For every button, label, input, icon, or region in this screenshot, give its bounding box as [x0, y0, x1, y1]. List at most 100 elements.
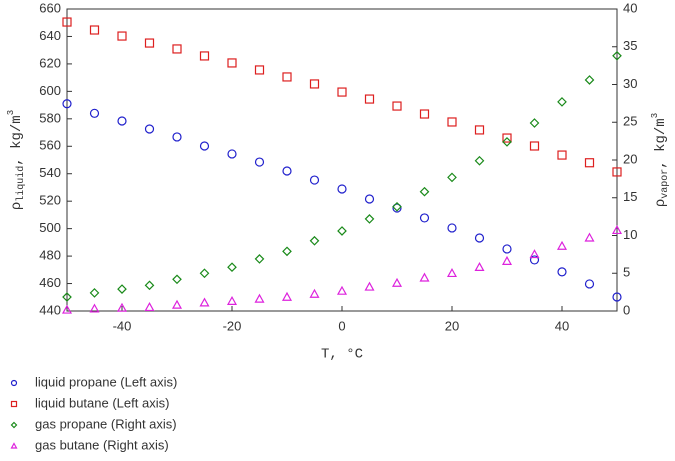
- point: [282, 166, 292, 176]
- point: [281, 291, 293, 301]
- y-tick-label: 660: [39, 0, 61, 15]
- y-tick-label: 460: [39, 275, 61, 290]
- y2-label-unit: , kg/m: [653, 118, 669, 168]
- point: [226, 295, 238, 305]
- point: [337, 87, 347, 97]
- y-tick-label: 580: [39, 110, 61, 125]
- legend-label: liquid propane (Left axis): [35, 374, 177, 389]
- point: [557, 150, 567, 160]
- point: [254, 65, 265, 75]
- legend-label: liquid butane (Left axis): [35, 395, 169, 410]
- point: [61, 304, 73, 314]
- point: [612, 292, 622, 302]
- point: [419, 272, 430, 282]
- y2-tick-label: 15: [623, 189, 637, 204]
- y2-tick-label: 5: [623, 265, 630, 280]
- point: [474, 125, 485, 135]
- point: [282, 246, 292, 257]
- point: [392, 101, 402, 111]
- point: [116, 302, 128, 312]
- x-axis-label: T, °C: [321, 347, 363, 363]
- point: [309, 175, 320, 185]
- point: [364, 194, 375, 204]
- legend-label: gas propane (Right axis): [35, 416, 177, 431]
- y2-label-power: 3: [650, 113, 660, 118]
- x-tick-label: 20: [445, 318, 459, 333]
- point: [584, 158, 595, 168]
- point: [557, 267, 567, 277]
- point: [172, 274, 182, 285]
- point: [89, 108, 100, 118]
- point: [172, 132, 182, 142]
- point: [502, 137, 512, 147]
- point: [337, 184, 347, 194]
- point: [309, 79, 320, 89]
- x-tick-label: 0: [338, 318, 345, 333]
- point: [364, 281, 375, 291]
- y-label-symbol: ρ: [9, 202, 25, 210]
- point: [364, 94, 375, 104]
- plot-frame: [66, 8, 618, 312]
- point: [529, 255, 540, 265]
- y-label-power: 3: [6, 110, 16, 115]
- y-axis-label: ρliquid, kg/m3: [6, 110, 26, 210]
- point: [557, 97, 567, 107]
- point: [117, 116, 127, 126]
- point: [529, 141, 540, 151]
- x-tick-label: -20: [223, 318, 242, 333]
- point: [117, 284, 127, 294]
- point: [502, 133, 512, 143]
- point: [199, 268, 210, 279]
- point: [392, 201, 402, 212]
- point: [172, 44, 182, 54]
- y-tick-label: 520: [39, 193, 61, 208]
- point: [529, 118, 540, 128]
- point: [144, 280, 155, 291]
- point: [502, 244, 512, 254]
- y2-tick-label: 25: [623, 114, 637, 129]
- y-tick-label: 480: [39, 248, 61, 263]
- y2-label-subscript: vapor: [660, 169, 671, 199]
- y-tick-label: 600: [39, 83, 61, 98]
- point: [227, 58, 237, 68]
- point: [117, 31, 127, 41]
- point: [611, 224, 623, 235]
- point: [364, 214, 375, 224]
- y2-tick-label: 10: [623, 227, 637, 242]
- point: [584, 232, 595, 242]
- point: [62, 292, 72, 302]
- point: [199, 141, 210, 151]
- point: [199, 51, 210, 61]
- point: [584, 279, 595, 289]
- legend-marker: [10, 379, 18, 387]
- point: [474, 233, 485, 243]
- point: [529, 249, 540, 259]
- point: [254, 254, 265, 264]
- y2-tick-label: 40: [623, 0, 637, 15]
- point: [89, 25, 100, 35]
- point: [254, 157, 265, 167]
- point: [254, 293, 265, 303]
- y-label-subscript: liquid: [15, 166, 27, 202]
- point: [62, 17, 72, 27]
- y2-tick-label: 20: [623, 151, 637, 166]
- x-tick-label: 40: [555, 318, 569, 333]
- point: [144, 124, 155, 134]
- point: [391, 277, 403, 287]
- point: [392, 203, 402, 213]
- y-tick-label: 560: [39, 138, 61, 153]
- point: [447, 223, 457, 233]
- y-tick-label: 540: [39, 165, 61, 180]
- legend-marker: [10, 421, 18, 429]
- point: [282, 72, 292, 82]
- x-tick-label: -40: [113, 318, 132, 333]
- point: [474, 155, 485, 166]
- legend-marker: [10, 442, 18, 449]
- point: [474, 261, 485, 272]
- point: [419, 186, 430, 197]
- point: [419, 213, 430, 223]
- point: [89, 288, 100, 298]
- y2-tick-label: 30: [623, 76, 637, 91]
